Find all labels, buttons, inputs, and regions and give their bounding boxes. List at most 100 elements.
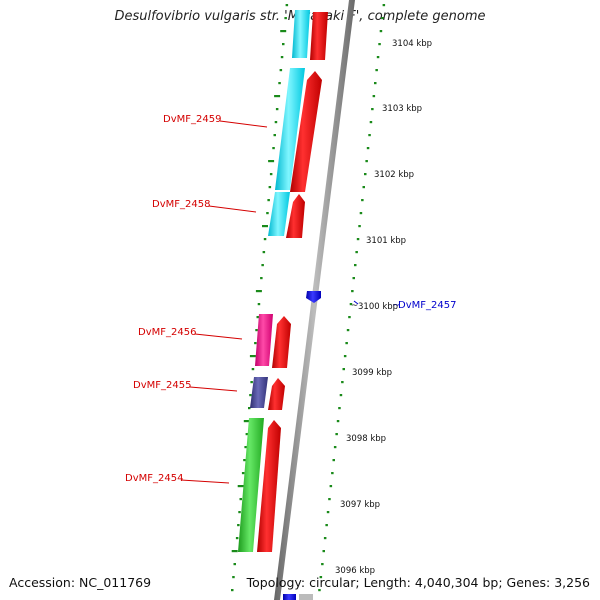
tick-mark (352, 277, 355, 280)
label-leaders (180, 120, 268, 484)
tick-mark (382, 4, 386, 7)
scale-label: 3101 kbp (366, 236, 406, 246)
tick-mark (365, 160, 368, 163)
tick-mark (368, 134, 371, 137)
tick-mark (280, 56, 284, 59)
tick-mark (338, 407, 341, 410)
tick-mark (322, 550, 325, 553)
tick-mark (376, 56, 380, 59)
tick-mark (263, 238, 267, 241)
tick-mark (255, 290, 262, 293)
scale-tilde: ~ (351, 301, 358, 311)
tick-mark (318, 589, 321, 592)
tick-mark (260, 277, 263, 280)
tick-mark (243, 459, 246, 462)
scale-label: 3100 kbp (358, 302, 398, 312)
tick-mark (348, 316, 351, 319)
tick-mark (251, 368, 255, 371)
tick-mark (269, 173, 273, 176)
tick-mark (359, 212, 363, 215)
tick-mark (245, 433, 249, 436)
tick-mark (356, 238, 360, 241)
cds-arrow (310, 12, 328, 60)
tick-mark (237, 485, 244, 488)
tick-mark (282, 43, 285, 46)
tick-mark (274, 95, 281, 98)
gene-label: DvMF_2454 (125, 473, 183, 484)
tick-mark (362, 186, 365, 189)
tick-mark (241, 472, 245, 475)
topology-text: Topology: circular; Length: 4,040,304 bp… (246, 575, 590, 590)
tick-mark (278, 82, 281, 85)
cds-arrow (290, 71, 322, 192)
tick-mark (233, 563, 236, 566)
tick-mark (342, 368, 345, 371)
tick-mark (345, 342, 348, 345)
cds-reverse-arrow-bottom (283, 594, 296, 600)
tick-mark (331, 472, 334, 475)
tick-mark (335, 433, 338, 436)
tick-mark (232, 576, 235, 579)
tick-mark (321, 563, 324, 566)
blue-label-tilde: ~ (392, 300, 400, 311)
tick-mark (381, 17, 384, 20)
scale-label: 3102 kbp (374, 170, 414, 180)
tick-mark (280, 30, 287, 33)
tick-mark (361, 199, 364, 202)
scale-label: 3099 kbp (352, 368, 392, 378)
tick-mark (349, 303, 353, 306)
tick-mark (333, 446, 337, 449)
tick-mark (332, 459, 335, 462)
tick-mark (231, 589, 234, 592)
cds-arrow (286, 194, 305, 238)
tick-mark (262, 251, 266, 254)
tick-mark (354, 264, 357, 267)
tick-mark (374, 82, 377, 85)
tick-mark (379, 30, 383, 33)
tick-mark (255, 329, 258, 332)
tick-mark (369, 121, 373, 124)
scale-label: 3103 kbp (382, 104, 422, 114)
cog-track-green (238, 418, 264, 552)
tick-mark (366, 147, 370, 150)
tick-mark (319, 576, 323, 579)
tick-mark (358, 225, 361, 228)
tick-mark (266, 212, 269, 215)
tick-mark (284, 17, 287, 20)
tick-mark (341, 381, 344, 384)
tick-mark (339, 394, 343, 397)
tick-mark (239, 498, 242, 501)
tick-mark (336, 420, 340, 423)
cog-track-purple (250, 377, 268, 408)
tick-mark (275, 108, 279, 111)
scale-label: 3097 kbp (340, 500, 380, 510)
tick-mark (273, 134, 276, 137)
tick-mark (372, 95, 376, 98)
tick-mark (237, 524, 240, 527)
gene-label: DvMF_2456 (138, 327, 196, 338)
tick-mark (243, 420, 250, 423)
tick-mark (250, 381, 253, 384)
tick-mark (268, 186, 272, 189)
tick-mark (261, 264, 264, 267)
inner-tick-track (231, 4, 289, 592)
gene-label: DvMF_2455 (133, 380, 191, 391)
tick-mark (257, 303, 261, 306)
tick-mark (238, 511, 241, 514)
tick-mark (378, 43, 381, 46)
tick-mark (329, 485, 333, 488)
tick-mark (285, 4, 289, 7)
tick-mark (235, 537, 239, 540)
gene-label: DvMF_2457 (398, 300, 456, 311)
outer-tick-track (318, 4, 386, 592)
tick-mark (274, 121, 278, 124)
tick-mark (249, 355, 256, 358)
scale-label: 3098 kbp (346, 434, 386, 444)
tick-mark (355, 251, 358, 254)
cog-track-pink (255, 314, 273, 366)
tick-mark (375, 69, 378, 72)
cog-track-cyan (268, 10, 310, 236)
tick-mark (364, 173, 367, 176)
tick-mark (328, 498, 331, 501)
